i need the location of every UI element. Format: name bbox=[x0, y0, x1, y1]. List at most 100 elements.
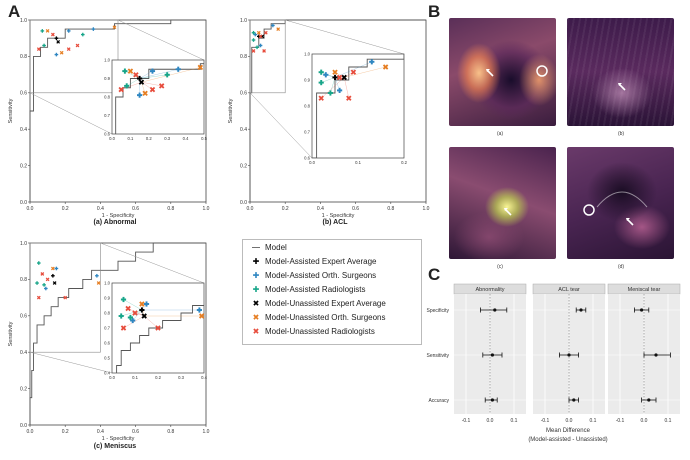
y-tick-label: 0.4 bbox=[20, 127, 27, 133]
x-marker bbox=[36, 295, 41, 300]
legend-label: Model-Assisted Expert Average bbox=[265, 257, 377, 266]
plus-marker bbox=[54, 52, 59, 57]
inset-link bbox=[141, 82, 162, 87]
y-tick-label: 0.8 bbox=[240, 54, 247, 60]
caption-abnormal: (a) Abnormal bbox=[93, 219, 137, 226]
inset-x-tick-label: 0.0 bbox=[109, 375, 115, 380]
plus-marker bbox=[42, 43, 46, 48]
marker-stroke bbox=[155, 325, 161, 331]
caption-meniscus: (c) Meniscus bbox=[93, 443, 137, 450]
legend-item-assisted-expert: ✚ Model-Assisted Expert Average bbox=[247, 256, 377, 268]
zoom-region bbox=[249, 19, 286, 94]
marker-stroke bbox=[346, 95, 352, 101]
x-marker bbox=[263, 30, 268, 35]
inset-y-tick-label: 1.0 bbox=[104, 58, 110, 63]
x-marker bbox=[198, 313, 205, 319]
x-marker bbox=[350, 69, 357, 75]
plus-marker bbox=[44, 286, 48, 291]
y-tick-label: 0.8 bbox=[20, 54, 27, 60]
plus-marker bbox=[130, 317, 136, 324]
y-tick-label: 0.6 bbox=[20, 314, 27, 320]
x-tick-label: 0.6 bbox=[132, 429, 139, 435]
y-tick-label: 1.0 bbox=[20, 241, 27, 247]
marker-stroke bbox=[36, 295, 41, 300]
y-tick-label: 0.6 bbox=[240, 91, 247, 97]
y-tick-label: 0.0 bbox=[20, 423, 27, 429]
plus-marker bbox=[127, 314, 133, 321]
x-tick-label: 1.0 bbox=[203, 429, 210, 435]
plus-marker bbox=[66, 29, 71, 33]
panel-letter-c: C bbox=[428, 265, 441, 284]
inset-y-tick-label: 0.8 bbox=[104, 311, 110, 316]
inset-x-tick-label: 0.3 bbox=[164, 136, 170, 141]
inset-y-tick-label: 0.7 bbox=[104, 326, 110, 331]
marker-stroke bbox=[45, 29, 50, 33]
x-marker bbox=[142, 90, 148, 97]
legend-symbol: ✖ bbox=[252, 299, 260, 308]
marker-stroke bbox=[258, 34, 263, 39]
mri-image-b bbox=[567, 18, 674, 126]
marker-stroke bbox=[318, 95, 324, 101]
x-marker bbox=[112, 25, 117, 30]
inset-x-tick-label: 0.1 bbox=[355, 160, 361, 165]
x-marker bbox=[149, 86, 156, 93]
marker-stroke bbox=[139, 301, 145, 307]
mri-image-a bbox=[449, 18, 556, 126]
inset-y-tick-label: 1.0 bbox=[104, 281, 110, 286]
x-marker bbox=[258, 34, 263, 39]
y-tick-label: 0.8 bbox=[20, 277, 27, 283]
inset-link bbox=[344, 77, 349, 99]
zoom-region bbox=[29, 242, 101, 353]
inset-y-tick-label: 0.9 bbox=[104, 296, 110, 301]
x-tick-label: 0.8 bbox=[387, 206, 394, 212]
x-marker bbox=[341, 74, 347, 81]
roc-chart-abnormal: 0.0 0.2 0.4 0.6 0.8 1.0 0.0 0.2 0.4 0.6 0.8 1.0 1 - … bbox=[8, 18, 210, 219]
legend-symbol: ✚ bbox=[252, 271, 260, 280]
plus-marker bbox=[175, 66, 181, 72]
marker-stroke bbox=[120, 325, 127, 331]
marker-stroke bbox=[198, 313, 205, 319]
plus-marker bbox=[51, 273, 55, 278]
inset-y-tick-label: 0.6 bbox=[104, 132, 110, 137]
inset-x-tick-label: 0.2 bbox=[401, 160, 407, 165]
plus-marker bbox=[271, 23, 275, 28]
x-marker bbox=[127, 68, 134, 74]
plus-marker bbox=[196, 307, 202, 313]
plus-marker bbox=[91, 27, 96, 31]
legend-item-assisted-orth: ✚ Model-Assisted Orth. Surgeons bbox=[247, 270, 377, 282]
plus-marker bbox=[54, 36, 59, 40]
plus-marker bbox=[369, 59, 375, 65]
marker-stroke bbox=[127, 68, 134, 74]
x-marker bbox=[50, 32, 55, 37]
x-marker bbox=[132, 310, 138, 316]
y-tick-label: 0.2 bbox=[240, 163, 247, 169]
plus-marker bbox=[251, 38, 256, 42]
inset-abnormal: 0.0 0.1 0.2 0.3 0.4 0.5 0.6 0.7 0.8 0.9 1.0 bbox=[104, 58, 207, 142]
marker-stroke bbox=[63, 295, 68, 300]
legend: — Model ✚ Model-Assisted Expert Average ✚ M… bbox=[242, 239, 422, 345]
x-tick-label: 0.0 bbox=[27, 429, 34, 435]
plus-marker bbox=[137, 92, 143, 98]
x-tick-label: 0.8 bbox=[167, 206, 174, 212]
marker-stroke bbox=[56, 39, 61, 44]
zoom-connector bbox=[117, 19, 205, 61]
x-marker bbox=[138, 79, 145, 85]
plus-marker bbox=[251, 30, 256, 35]
inset-y-tick-label: 0.7 bbox=[304, 130, 310, 135]
x-marker bbox=[158, 83, 165, 89]
x-marker bbox=[141, 313, 147, 319]
inset-y-tick-label: 0.6 bbox=[104, 341, 110, 346]
mri-image-d bbox=[567, 147, 674, 259]
legend-label: Model-Assisted Orth. Surgeons bbox=[265, 271, 377, 280]
inset-link bbox=[321, 77, 345, 99]
zoom-connector bbox=[100, 242, 205, 284]
marker-stroke bbox=[133, 72, 139, 78]
x-marker bbox=[155, 325, 161, 331]
x-marker bbox=[346, 95, 352, 101]
x-tick-label: 0.0 bbox=[27, 206, 34, 212]
plus-marker bbox=[337, 87, 343, 93]
x-axis-label: 1 - Specificity bbox=[322, 213, 355, 219]
x-tick-label: 0.0 bbox=[247, 206, 254, 212]
inset-roc-line bbox=[116, 305, 204, 373]
plus-marker bbox=[81, 32, 85, 37]
